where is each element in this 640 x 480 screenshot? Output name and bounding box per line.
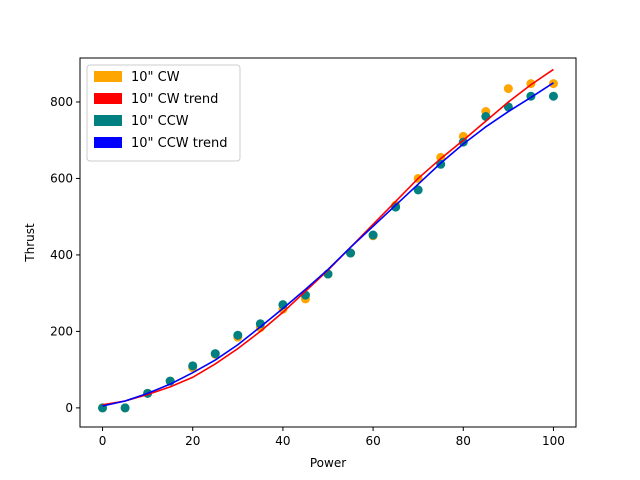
x-tick-label: 100 — [542, 434, 565, 448]
x-tick-label: 80 — [456, 434, 471, 448]
data-point — [503, 84, 513, 94]
data-point — [233, 330, 243, 340]
legend-label: 10" CW — [131, 70, 180, 85]
legend-box — [86, 64, 241, 162]
legend-swatch — [94, 71, 122, 82]
plot-area — [98, 68, 558, 413]
x-axis-ticks: 0 20 40 60 80 100 — [99, 427, 565, 448]
y-tick-label: 400 — [50, 248, 73, 262]
data-point — [413, 185, 423, 195]
legend: 10" CW 10" CW trend 10" CCW 10" CCW trend — [86, 64, 241, 162]
data-point — [188, 361, 198, 371]
x-tick-label: 20 — [185, 434, 200, 448]
x-axis-label: Power — [310, 456, 346, 470]
data-point — [548, 91, 558, 101]
y-tick-label: 600 — [50, 171, 73, 185]
data-point — [368, 230, 378, 240]
data-point — [458, 137, 468, 147]
data-point — [210, 349, 220, 359]
x-tick-label: 40 — [275, 434, 290, 448]
legend-label: 10" CW trend — [131, 92, 218, 107]
legend-swatch — [94, 93, 122, 104]
legend-swatch — [94, 115, 122, 126]
axes-frame — [79, 57, 577, 428]
y-tick-label: 0 — [65, 401, 73, 415]
x-tick-label: 60 — [365, 434, 380, 448]
data-point — [481, 112, 491, 122]
data-point — [120, 403, 130, 413]
legend-label: 10" CCW trend — [131, 136, 227, 151]
y-tick-label: 200 — [50, 324, 73, 338]
data-point — [391, 202, 401, 212]
y-axis-ticks: 0 200 400 600 800 — [50, 95, 80, 415]
y-tick-label: 800 — [50, 95, 73, 109]
legend-label: 10" CCW — [131, 114, 189, 129]
x-tick-label: 0 — [99, 434, 107, 448]
series-10-ccw-trend-line — [102, 82, 554, 407]
legend-swatch — [94, 137, 122, 148]
y-axis-label: Thrust — [23, 223, 37, 263]
data-point — [346, 248, 356, 258]
